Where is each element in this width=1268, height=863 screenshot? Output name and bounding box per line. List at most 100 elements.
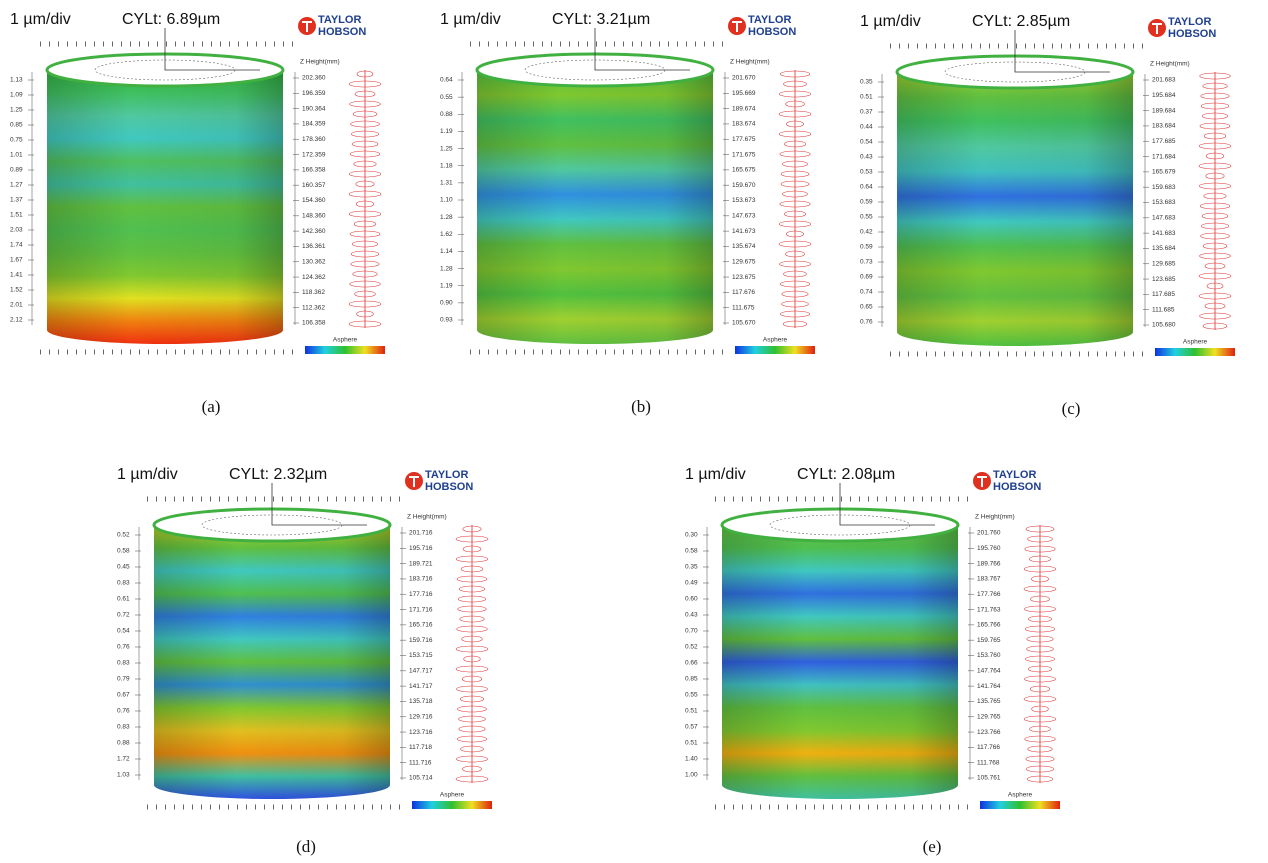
trace-loop (778, 130, 812, 138)
logo-glyph (977, 476, 987, 487)
left-label: 1.41 (10, 272, 23, 279)
right-label: 135.718 (409, 698, 433, 705)
trace-loop (354, 290, 376, 298)
right-label: 123.675 (732, 274, 756, 281)
right-label: 136.361 (302, 243, 326, 250)
trace-loop (457, 705, 487, 713)
left-label: 1.19 (440, 282, 453, 289)
trace-loop (780, 310, 810, 318)
trace-loop (461, 635, 483, 643)
left-label: 0.58 (685, 548, 698, 555)
trace-loop (353, 160, 377, 168)
color-label: Asphere (1008, 792, 1033, 799)
trace-loop (779, 280, 811, 288)
trace-loop (779, 70, 811, 78)
trace-loop (456, 625, 488, 633)
trace-loop (1023, 585, 1057, 593)
right-label: 117.676 (732, 289, 755, 296)
left-label: 1.37 (10, 197, 23, 204)
trace-loop (780, 180, 810, 188)
logo-text: TAYLOR (425, 469, 468, 481)
left-label: 0.42 (860, 229, 873, 236)
left-label: 0.52 (117, 532, 130, 539)
trace-loop (1199, 122, 1231, 130)
trace-loop (782, 190, 808, 198)
right-label: 159.765 (977, 637, 1001, 644)
right-label: 129.716 (409, 713, 433, 720)
right-label: 123.716 (409, 729, 433, 736)
left-label: 0.79 (117, 676, 130, 683)
left-label: 1.19 (440, 128, 453, 135)
left-label: 0.61 (117, 596, 130, 603)
trace-loop (350, 120, 380, 128)
leader-line (839, 483, 935, 526)
trace-loop (456, 575, 488, 583)
right-label: 147.764 (977, 668, 1001, 675)
left-label: 1.31 (440, 180, 453, 187)
trace-loop (348, 300, 382, 308)
trace-loop (1205, 172, 1225, 180)
left-label: 1.62 (440, 231, 453, 238)
cylt-label: CYLt: 2.08µm (797, 466, 895, 483)
trace-loop (349, 100, 381, 108)
trace-loop (351, 130, 379, 138)
trace-loop (785, 250, 805, 258)
cylt-label: CYLt: 2.32µm (229, 466, 327, 483)
left-label: 0.53 (860, 169, 873, 176)
left-label: 0.60 (685, 596, 698, 603)
left-label: 0.75 (10, 137, 23, 144)
trace-loop (1027, 775, 1053, 783)
right-label: 195.669 (732, 90, 756, 97)
trace-loop (349, 170, 381, 178)
left-label: 0.72 (117, 612, 130, 619)
trace-loop (462, 765, 482, 773)
cylinder-shade (47, 70, 283, 344)
right-label: 141.764 (977, 683, 1001, 690)
trace-loop (1031, 575, 1049, 583)
right-label: 177.766 (977, 591, 1001, 598)
left-label: 0.88 (440, 111, 453, 118)
color-label: Asphere (1183, 339, 1208, 346)
color-label: Asphere (440, 792, 465, 799)
left-label: 1.52 (10, 287, 23, 294)
trace-loop (1205, 152, 1225, 160)
left-label: 2.03 (10, 227, 23, 234)
left-label: 0.51 (685, 708, 698, 715)
scale-label: 1 µm/div (117, 466, 178, 483)
trace-loop (1024, 735, 1056, 743)
trace-loop (355, 200, 375, 208)
scale-label: 1 µm/div (685, 466, 746, 483)
left-label: 1.03 (117, 772, 130, 779)
left-label: 0.76 (860, 319, 873, 326)
cylt-label: CYLt: 6.89µm (122, 11, 220, 28)
trace-loop (1199, 252, 1231, 260)
right-label: 183.674 (732, 121, 756, 128)
leader-line (164, 28, 260, 71)
trace-loop (462, 545, 482, 553)
right-label: 153.673 (732, 197, 756, 204)
left-label: 0.88 (117, 740, 130, 747)
left-label: 0.69 (860, 274, 873, 281)
color-bar (1155, 348, 1235, 356)
trace-loop (1201, 212, 1229, 220)
trace-loop (457, 595, 487, 603)
left-label: 1.67 (10, 257, 23, 264)
trace-loop (458, 585, 486, 593)
right-label: 177.716 (409, 591, 433, 598)
trace-loop (1200, 92, 1230, 100)
right-label: 154.360 (302, 197, 326, 204)
right-label: 201.670 (732, 75, 756, 82)
left-label: 0.49 (685, 580, 698, 587)
right-label: 123.685 (1152, 276, 1176, 283)
left-label: 0.76 (117, 644, 130, 651)
color-label: Asphere (763, 337, 788, 344)
trace-loop (1031, 705, 1049, 713)
trace-loop (779, 260, 811, 268)
right-label: 159.716 (409, 637, 433, 644)
right-label: 171.716 (409, 606, 433, 613)
trace-loop (1023, 695, 1057, 703)
left-label: 0.74 (860, 289, 873, 296)
trace-loop (1027, 535, 1053, 543)
